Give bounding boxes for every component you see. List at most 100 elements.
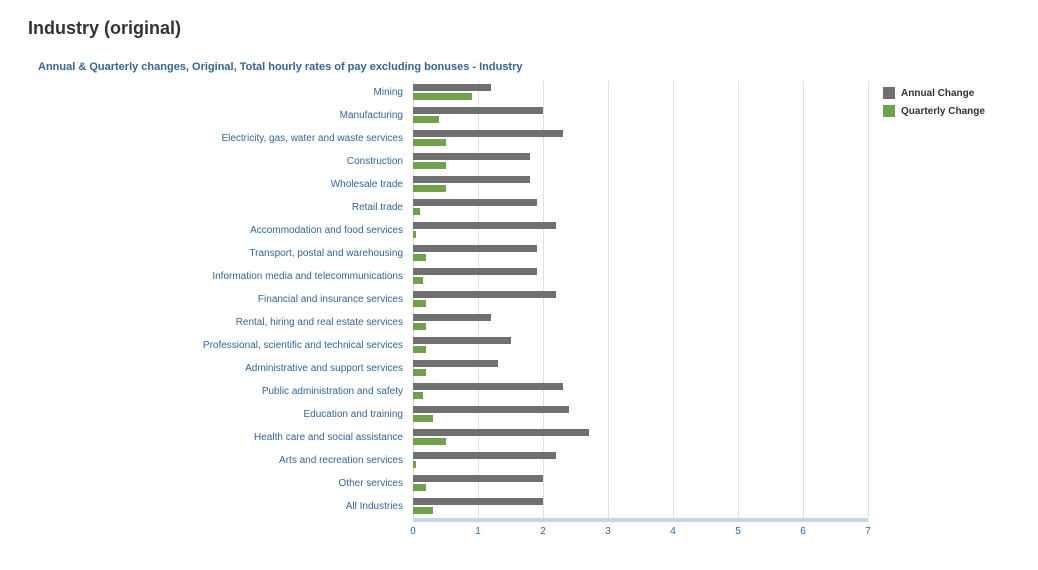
bar-annual: [413, 84, 491, 91]
legend-label: Annual Change: [901, 88, 974, 99]
bar-annual: [413, 406, 569, 413]
bar-annual: [413, 337, 511, 344]
bar-annual: [413, 360, 498, 367]
bar-annual: [413, 107, 543, 114]
bar-annual: [413, 429, 589, 436]
bar-quarterly: [413, 93, 472, 100]
plot-cell: [413, 150, 868, 173]
chart-row: Health care and social assistance: [38, 426, 1010, 449]
category-label: Information media and telecommunications: [38, 265, 413, 288]
bar-quarterly: [413, 162, 446, 169]
page-title: Industry (original): [28, 18, 1010, 39]
category-label: Construction: [38, 150, 413, 173]
category-label: Retail trade: [38, 196, 413, 219]
bar-annual: [413, 130, 563, 137]
category-label: Administrative and support services: [38, 357, 413, 380]
plot-cell: [413, 334, 868, 357]
x-tick-label: 7: [865, 526, 871, 537]
bar-annual: [413, 245, 537, 252]
plot-cell: [413, 127, 868, 150]
category-label: Professional, scientific and technical s…: [38, 334, 413, 357]
legend-item: Quarterly Change: [883, 105, 985, 117]
chart-row: Financial and insurance services: [38, 288, 1010, 311]
legend-swatch: [883, 105, 895, 117]
chart-row: Manufacturing: [38, 104, 1010, 127]
category-label: Rental, hiring and real estate services: [38, 311, 413, 334]
category-label: Mining: [38, 81, 413, 104]
x-tick-label: 5: [735, 526, 741, 537]
x-tick-label: 6: [800, 526, 806, 537]
chart-row: Mining: [38, 81, 1010, 104]
chart-row: Electricity, gas, water and waste servic…: [38, 127, 1010, 150]
chart-rows: MiningManufacturingElectricity, gas, wat…: [38, 81, 1010, 518]
bar-annual: [413, 222, 556, 229]
legend-label: Quarterly Change: [901, 106, 985, 117]
plot-cell: [413, 357, 868, 380]
bar-quarterly: [413, 438, 446, 445]
bar-annual: [413, 475, 543, 482]
chart-row: Information media and telecommunications: [38, 265, 1010, 288]
chart-row: Public administration and safety: [38, 380, 1010, 403]
bar-quarterly: [413, 139, 446, 146]
plot-cell: [413, 196, 868, 219]
chart-row: Rental, hiring and real estate services: [38, 311, 1010, 334]
chart-row: Education and training: [38, 403, 1010, 426]
axis-plot: 01234567: [413, 518, 868, 542]
category-label: Accommodation and food services: [38, 219, 413, 242]
chart-row: Arts and recreation services: [38, 449, 1010, 472]
plot-cell: [413, 380, 868, 403]
category-label: Electricity, gas, water and waste servic…: [38, 127, 413, 150]
plot-cell: [413, 311, 868, 334]
bar-quarterly: [413, 484, 426, 491]
bar-quarterly: [413, 208, 420, 215]
category-label: Health care and social assistance: [38, 426, 413, 449]
bar-annual: [413, 498, 543, 505]
x-tick-label: 4: [670, 526, 676, 537]
bar-quarterly: [413, 254, 426, 261]
plot-cell: [413, 219, 868, 242]
bar-quarterly: [413, 277, 423, 284]
category-label: Wholesale trade: [38, 173, 413, 196]
bar-quarterly: [413, 185, 446, 192]
x-tick-label: 3: [605, 526, 611, 537]
bar-quarterly: [413, 461, 416, 468]
category-label: Other services: [38, 472, 413, 495]
plot-cell: [413, 449, 868, 472]
axis-spacer: [38, 518, 413, 542]
bar-annual: [413, 268, 537, 275]
bar-quarterly: [413, 231, 416, 238]
bar-quarterly: [413, 369, 426, 376]
chart-row: Wholesale trade: [38, 173, 1010, 196]
plot-cell: [413, 403, 868, 426]
chart-row: Transport, postal and warehousing: [38, 242, 1010, 265]
chart-row: Construction: [38, 150, 1010, 173]
chart-row: All Industries: [38, 495, 1010, 518]
axis-baseline: [413, 518, 868, 522]
chart-row: Other services: [38, 472, 1010, 495]
chart-row: Professional, scientific and technical s…: [38, 334, 1010, 357]
category-label: Public administration and safety: [38, 380, 413, 403]
bar-annual: [413, 314, 491, 321]
chart-row: Accommodation and food services: [38, 219, 1010, 242]
x-tick-label: 1: [475, 526, 481, 537]
category-label: Arts and recreation services: [38, 449, 413, 472]
plot-cell: [413, 242, 868, 265]
bar-annual: [413, 452, 556, 459]
x-tick-label: 2: [540, 526, 546, 537]
x-axis: 01234567: [38, 518, 1010, 542]
bar-annual: [413, 291, 556, 298]
chart-row: Retail trade: [38, 196, 1010, 219]
bar-quarterly: [413, 116, 439, 123]
legend-item: Annual Change: [883, 87, 985, 99]
bar-annual: [413, 199, 537, 206]
legend-swatch: [883, 87, 895, 99]
chart-container: MiningManufacturingElectricity, gas, wat…: [38, 81, 1010, 542]
chart-row: Administrative and support services: [38, 357, 1010, 380]
plot-cell: [413, 265, 868, 288]
plot-cell: [413, 288, 868, 311]
bar-annual: [413, 153, 530, 160]
plot-cell: [413, 495, 868, 518]
plot-cell: [413, 472, 868, 495]
plot-cell: [413, 426, 868, 449]
plot-cell: [413, 81, 868, 104]
